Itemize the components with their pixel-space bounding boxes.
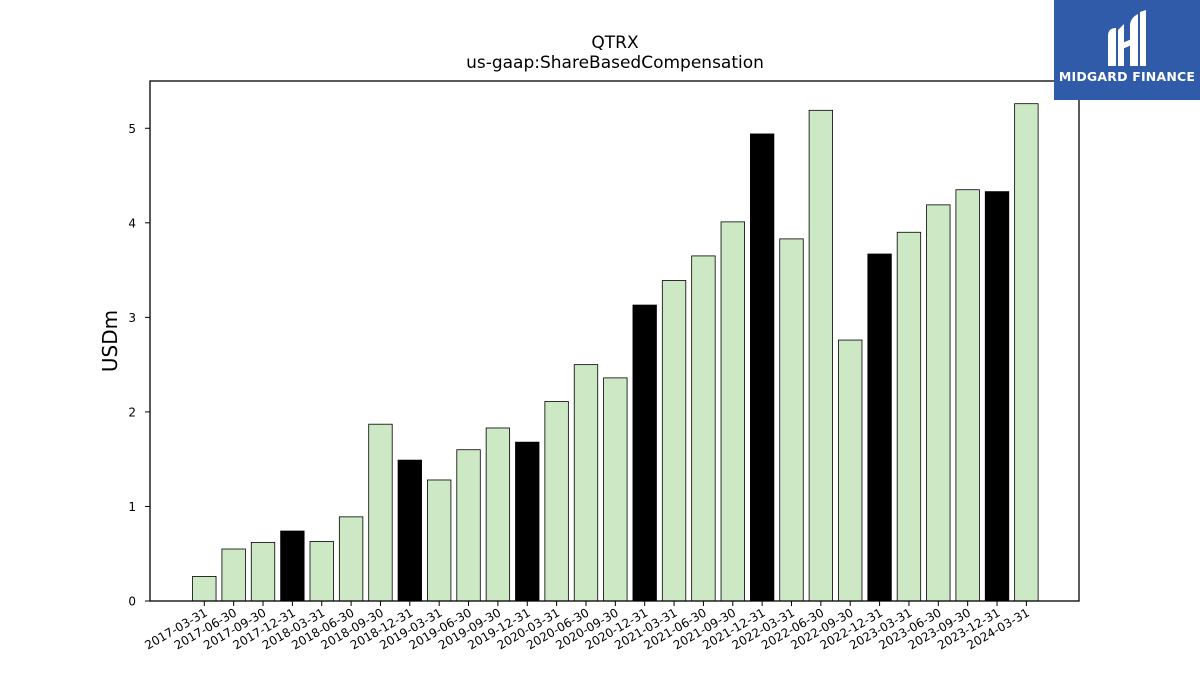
bar-2017-03-31	[192, 576, 217, 602]
midgard-logo-icon	[1108, 10, 1146, 66]
bar-2020-12-31	[632, 304, 657, 602]
bar-2023-06-30	[926, 204, 951, 602]
bar-2019-09-30	[485, 427, 511, 602]
y-axis-label: USDm	[98, 310, 122, 372]
y-ticks-group: 0 1 2 3 4 5	[128, 122, 150, 609]
bar-2021-06-30	[691, 255, 716, 602]
bar-2017-06-30	[221, 548, 246, 602]
bars-group	[192, 103, 1039, 602]
y-tick-label: 4	[128, 216, 136, 230]
bar-2019-06-30	[456, 449, 481, 602]
bar-2022-09-30	[838, 339, 863, 602]
bar-2024-03-31	[1014, 103, 1039, 602]
bar-2021-09-30	[720, 221, 745, 602]
x-ticks-group: 2017-03-312017-06-302017-09-302017-12-31…	[142, 601, 1032, 652]
plot-frame	[149, 80, 1080, 602]
logo-badge: MIDGARD FINANCE	[1054, 0, 1200, 100]
y-tick-label: 2	[128, 405, 136, 419]
bar-2023-09-30	[955, 189, 980, 602]
bar-2019-12-31	[515, 441, 540, 602]
bar-2022-12-31	[867, 253, 892, 602]
y-tick-label: 3	[128, 311, 136, 325]
bar-2018-06-30	[338, 516, 364, 602]
bar-2018-09-30	[368, 423, 393, 602]
bar-2018-03-31	[309, 541, 334, 602]
bar-2022-06-30	[808, 109, 834, 602]
y-tick-label: 1	[128, 500, 136, 514]
bar-2020-09-30	[603, 377, 628, 602]
bar-2020-06-30	[573, 364, 599, 602]
bar-2018-12-31	[397, 459, 422, 602]
bar-2017-12-31	[280, 530, 305, 602]
chart-title: QTRX	[591, 33, 639, 53]
bar-2019-03-31	[427, 479, 452, 602]
chart-subtitle: us-gaap:ShareBasedCompensation	[466, 53, 764, 73]
bar-2017-09-30	[250, 541, 276, 602]
bar-2020-03-31	[544, 401, 569, 602]
logo-text: MIDGARD FINANCE	[1058, 69, 1196, 84]
y-tick-label: 5	[128, 122, 136, 136]
bar-2023-12-31	[984, 191, 1010, 602]
bar-2023-03-31	[896, 231, 922, 602]
bar-2021-12-31	[749, 133, 775, 602]
y-tick-label: 0	[128, 595, 136, 609]
bar-2021-03-31	[661, 280, 687, 602]
bar-2022-03-31	[779, 238, 804, 602]
